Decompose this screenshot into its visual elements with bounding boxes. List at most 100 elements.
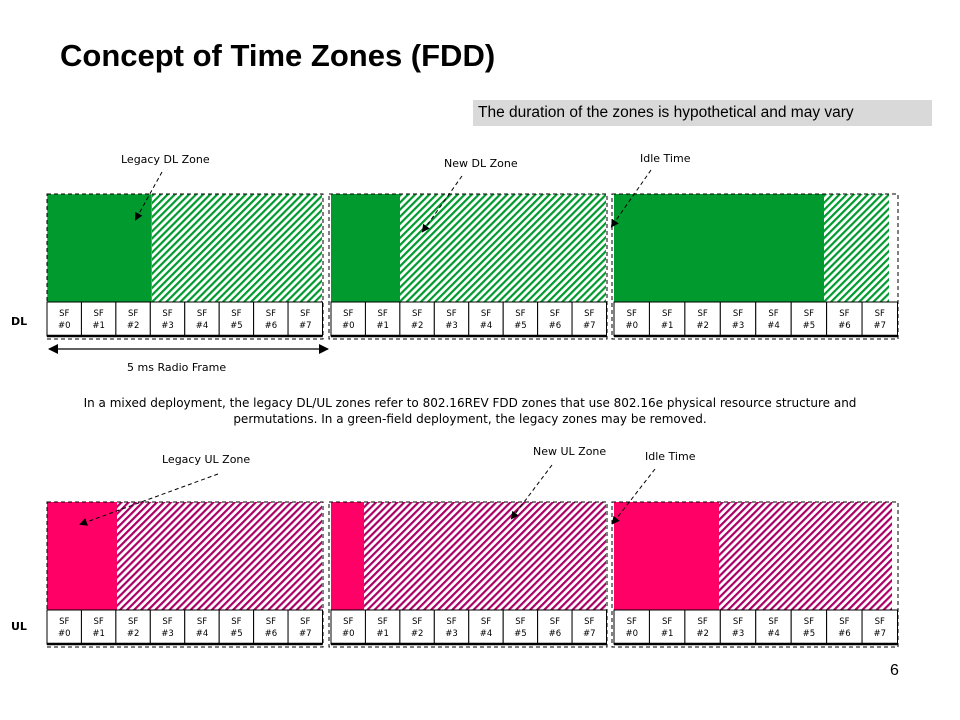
subframe-number: #3 [445, 321, 458, 331]
subframe-cell-box [80, 301, 117, 337]
subframe-number: #2 [411, 629, 424, 639]
subframe-number: #7 [874, 629, 887, 639]
subframe-cell: SF #2 [115, 609, 151, 645]
subframe-cell-box [719, 301, 757, 337]
subframe-prefix: SF [378, 309, 388, 319]
subframe-prefix: SF [584, 309, 594, 319]
subframe-number: #0 [342, 321, 355, 331]
subframe-cell-box [571, 301, 607, 337]
subframe-cell: SF #1 [364, 301, 401, 337]
dl-frame-outline [328, 193, 608, 340]
subframe-prefix: SF [515, 617, 525, 627]
subframe-cell: SF #4 [755, 301, 792, 337]
subframe-prefix: SF [197, 617, 207, 627]
subframe-number: #5 [803, 321, 816, 331]
subframe-prefix: SF [662, 617, 672, 627]
subframe-cell: SF #5 [790, 301, 828, 337]
subframe-cell-box [149, 301, 186, 337]
subframe-prefix: SF [584, 617, 594, 627]
subframe-cell: SF #6 [253, 301, 289, 337]
subframe-prefix: SF [839, 617, 849, 627]
subframe-cell: SF #2 [399, 609, 435, 645]
subframe-number: #4 [196, 321, 209, 331]
subframe-prefix: SF [839, 309, 849, 319]
subframe-cell: SF #1 [648, 609, 686, 645]
subframe-cell-box [613, 301, 650, 337]
subframe-number: #0 [342, 629, 355, 639]
subframe-number: #2 [696, 629, 709, 639]
ul-frame-outline [611, 501, 899, 648]
subframe-number: #3 [161, 321, 174, 331]
subframe-number: #3 [732, 321, 745, 331]
new-dl-zone-arrow [421, 175, 463, 233]
subframe-prefix: SF [94, 617, 104, 627]
subframe-number: #6 [838, 629, 851, 639]
subframe-cell: SF #3 [149, 301, 186, 337]
subframe-cell: SF #4 [468, 609, 504, 645]
subframe-cell-box [46, 301, 82, 337]
subframe-cell: SF #6 [537, 301, 573, 337]
subframe-number: #5 [803, 629, 816, 639]
subframe-cell-box [502, 301, 539, 337]
subframe-prefix: SF [300, 617, 310, 627]
subframe-cell: SF #1 [648, 301, 686, 337]
subframe-prefix: SF [231, 617, 241, 627]
subframe-cell-box [46, 609, 82, 645]
subframe-cell: SF #0 [46, 301, 82, 337]
legacy-dl-zone [614, 194, 824, 302]
subframe-cell: SF #0 [613, 609, 650, 645]
subframe-number: #6 [265, 629, 278, 639]
subframe-prefix: SF [128, 617, 138, 627]
new-ul-zone-area [117, 502, 322, 610]
subframe-number: #0 [58, 629, 71, 639]
subframe-cell: SF #5 [218, 301, 255, 337]
subframe-number: #0 [625, 321, 638, 331]
subframe-cell: SF #4 [468, 301, 504, 337]
ul-frame-outline [328, 501, 608, 648]
subframe-cell: SF #2 [684, 609, 721, 645]
legacy-dl-zone [46, 193, 153, 303]
subframe-number: #5 [230, 321, 243, 331]
subframe-cell: SF #7 [287, 609, 323, 645]
subframe-prefix: SF [412, 617, 422, 627]
subframe-prefix: SF [128, 309, 138, 319]
subframe-number: #2 [696, 321, 709, 331]
subframe-cell: SF #3 [433, 301, 470, 337]
subframe-prefix: SF [343, 309, 353, 319]
page-number: 6 [890, 662, 899, 679]
subframe-number: #2 [411, 321, 424, 331]
subframe-prefix: SF [768, 309, 778, 319]
subframe-number: #4 [767, 321, 780, 331]
new-dl-zone-area [824, 194, 889, 302]
subframe-prefix: SF [768, 617, 778, 627]
legacy-dl-zone [331, 194, 400, 302]
new-ul-zone-label: New UL Zone [533, 445, 606, 458]
subframe-prefix: SF [197, 309, 207, 319]
subframe-prefix: SF [662, 309, 672, 319]
subframe-cell-box [648, 301, 686, 337]
subframe-number: #4 [196, 629, 209, 639]
subframe-cell-box [826, 609, 863, 645]
subframe-cell-box [684, 301, 721, 337]
subframe-number: #0 [58, 321, 71, 331]
subframe-prefix: SF [875, 617, 885, 627]
subframe-cell: SF #3 [149, 609, 186, 645]
subframe-cell-box [80, 609, 117, 645]
subframe-cell: SF #7 [861, 609, 898, 645]
duration-note: The duration of the zones is hypothetica… [473, 100, 932, 126]
subframe-number: #3 [445, 629, 458, 639]
subframe-cell: SF #2 [115, 301, 151, 337]
subframe-cell: SF #7 [861, 301, 898, 337]
legacy-ul-zone [614, 502, 719, 610]
subframe-number: #4 [480, 321, 493, 331]
subframe-cell: SF #3 [719, 609, 757, 645]
new-dl-zone-area [152, 194, 322, 302]
subframe-number: #2 [127, 321, 140, 331]
subframe-cell-box [861, 609, 898, 645]
subframe-number: #1 [376, 321, 389, 331]
subframe-cell: SF #7 [571, 609, 607, 645]
dl-idle-time-label: Idle Time [640, 152, 691, 165]
subframe-cell: SF #1 [364, 609, 401, 645]
legacy-ul-zone-arrow [79, 473, 219, 526]
